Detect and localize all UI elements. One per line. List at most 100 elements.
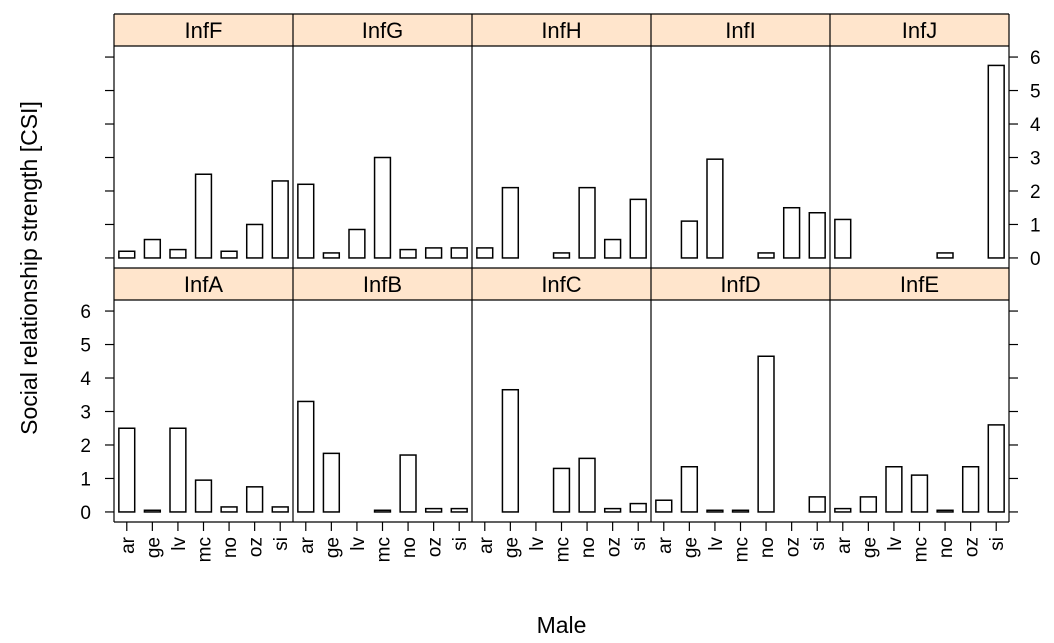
bar-infg-ar — [297, 183, 315, 259]
y-tick-label-left: 6 — [80, 302, 91, 323]
x-tick-label-oz: oz — [604, 537, 625, 557]
bar-inff-mc — [194, 173, 213, 259]
bar-infa-si — [271, 506, 289, 513]
x-tick-label-ge: ge — [680, 537, 701, 558]
strip-infe — [830, 268, 1009, 300]
bar-infh-no — [578, 186, 596, 259]
x-tick-label-ar: ar — [118, 536, 139, 554]
strip-label-infb: InfB — [363, 272, 402, 297]
strip-label-infj: InfJ — [902, 18, 937, 43]
x-tick-label-si: si — [629, 537, 650, 551]
bar-infc-si — [629, 502, 647, 513]
y-tick-label-left: 2 — [80, 436, 91, 457]
bar-infh-mc — [552, 252, 571, 259]
strip-infa — [114, 268, 293, 300]
x-tick-label-ge: ge — [143, 537, 164, 558]
bar-inff-ge — [143, 238, 162, 259]
y-tick-label-right: 5 — [1030, 82, 1041, 103]
strip-label-infh: InfH — [541, 18, 581, 43]
bar-infh-oz — [603, 238, 622, 259]
bar-infe-ar — [834, 507, 852, 513]
bar-inff-no — [220, 250, 238, 259]
bar-infj-si — [987, 64, 1005, 259]
strip-inff — [114, 14, 293, 46]
x-tick-label-ge: ge — [859, 537, 880, 558]
x-tick-label-lv: lv — [169, 537, 190, 551]
strip-infb — [293, 268, 472, 300]
bar-infc-no — [578, 457, 596, 513]
x-tick-label-no: no — [220, 537, 241, 558]
bar-infe-oz — [961, 466, 980, 513]
x-tick-label-lv: lv — [706, 537, 727, 551]
bar-infe-si — [987, 424, 1005, 513]
strip-infg — [293, 14, 472, 46]
strip-infc — [472, 268, 651, 300]
x-tick-label-si: si — [987, 537, 1008, 551]
bar-infg-si — [450, 247, 468, 259]
x-tick-label-no: no — [936, 537, 957, 558]
x-tick-label-mc: mc — [553, 537, 574, 562]
x-axis-title: Male — [537, 612, 587, 638]
bar-infd-ar — [655, 499, 673, 513]
y-tick-label-left: 5 — [80, 336, 91, 357]
x-tick-label-mc: mc — [911, 537, 932, 562]
bar-infg-ge — [322, 252, 341, 259]
x-tick-label-no: no — [578, 537, 599, 558]
x-tick-label-ge: ge — [501, 537, 522, 558]
bar-inff-oz — [245, 223, 264, 259]
strip-label-infe: InfE — [900, 272, 939, 297]
bar-infh-si — [629, 198, 647, 259]
strip-label-infg: InfG — [362, 18, 404, 43]
bar-infg-no — [399, 248, 417, 259]
x-tick-label-ar: ar — [655, 536, 676, 554]
bar-infh-ar — [476, 247, 494, 259]
bar-infb-ge — [322, 452, 341, 513]
x-tick-label-oz: oz — [783, 537, 804, 557]
x-tick-label-no: no — [757, 537, 778, 558]
bar-infb-no — [399, 454, 417, 513]
bar-infi-no — [757, 252, 775, 259]
bar-inff-ar — [118, 250, 136, 259]
x-tick-label-si: si — [450, 537, 471, 551]
bar-inff-si — [271, 180, 289, 259]
y-tick-label-left: 0 — [80, 503, 91, 524]
bar-infb-mc — [373, 509, 392, 513]
bar-infd-lv — [706, 509, 724, 513]
x-tick-label-si: si — [271, 537, 292, 551]
bar-infj-ar — [834, 218, 852, 259]
bar-infb-oz — [424, 507, 443, 513]
bar-infa-oz — [245, 486, 264, 513]
bar-infd-ge — [680, 466, 699, 513]
strip-label-infi: InfI — [725, 18, 756, 43]
y-tick-label-left: 1 — [80, 469, 91, 490]
bar-infi-ge — [680, 220, 699, 259]
bar-infd-mc — [731, 509, 750, 513]
bar-infa-ar — [118, 427, 136, 513]
y-tick-label-left: 3 — [80, 403, 91, 424]
bar-infe-lv — [885, 466, 903, 513]
bar-inff-lv — [169, 248, 187, 259]
x-tick-label-si: si — [808, 537, 829, 551]
y-tick-label-right: 2 — [1030, 182, 1041, 203]
y-tick-label-right: 1 — [1030, 215, 1041, 236]
strip-infj — [830, 14, 1009, 46]
y-tick-label-right: 6 — [1030, 48, 1041, 69]
x-tick-label-mc: mc — [374, 537, 395, 562]
bar-infi-si — [808, 212, 826, 259]
strip-infd — [651, 268, 830, 300]
panels-layer: InfF InfG InfH InfI InfJ InfA InfB InfC InfD InfE — [114, 14, 1009, 513]
bar-infc-oz — [603, 507, 622, 513]
strip-label-infc: InfC — [541, 272, 581, 297]
bar-infj-no — [936, 252, 954, 259]
bar-infa-mc — [194, 479, 213, 513]
strip-label-infd: InfD — [720, 272, 760, 297]
x-tick-label-lv: lv — [348, 537, 369, 551]
bar-infh-ge — [501, 186, 520, 259]
x-tick-label-ar: ar — [476, 536, 497, 554]
bar-infd-si — [808, 496, 826, 513]
x-tick-label-oz: oz — [962, 537, 983, 557]
y-tick-label-right: 3 — [1030, 149, 1041, 170]
strip-infh — [472, 14, 651, 46]
